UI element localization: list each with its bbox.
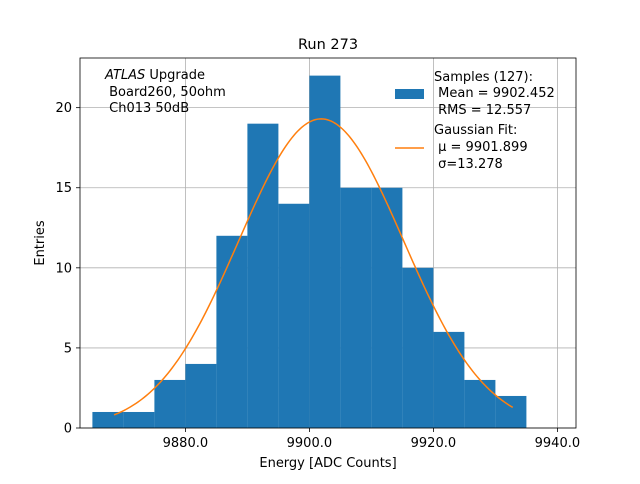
- histogram-bar: [123, 411, 155, 428]
- histogram-bar: [309, 75, 341, 428]
- histogram-bar: [464, 379, 496, 428]
- histogram-bar: [247, 123, 279, 429]
- y-tick-label: 5: [64, 341, 72, 356]
- legend: Samples (127): Mean = 9902.452 RMS = 12.…: [395, 70, 555, 172]
- legend-fit-sigma: σ=13.278: [434, 157, 503, 172]
- y-tick-label: 15: [55, 181, 72, 196]
- histogram-bars: [92, 75, 527, 429]
- histogram-bar: [216, 235, 248, 428]
- histogram-bar: [340, 187, 372, 428]
- annotation-atlas: ATLAS: [104, 68, 145, 83]
- annotation-line-2: Board260, 50ohm: [105, 85, 226, 100]
- gaussian-fit-curve: [113, 118, 514, 416]
- histogram-bar: [154, 379, 186, 428]
- y-tick-label: 20: [55, 101, 72, 116]
- annotation-text: ATLAS Upgrade Board260, 50ohm Ch013 50dB: [104, 68, 226, 116]
- legend-samples-rms: RMS = 12.557: [434, 103, 531, 118]
- y-axis-ticks: 0 5 10 15 20: [55, 101, 80, 437]
- histogram-bar: [278, 203, 310, 428]
- y-tick-label: 0: [64, 422, 72, 437]
- histogram-bar: [402, 267, 434, 428]
- y-tick-label: 10: [55, 261, 72, 276]
- histogram-bar: [433, 331, 465, 428]
- legend-samples-mean: Mean = 9902.452: [434, 86, 555, 101]
- plot-area: [79, 57, 577, 429]
- legend-samples-patch: [395, 89, 424, 99]
- annotation-line-3: Ch013 50dB: [105, 101, 189, 116]
- x-tick-label: 9920.0: [411, 436, 457, 451]
- legend-fit-mu: μ = 9901.899: [434, 140, 528, 155]
- axes-frame: [79, 57, 577, 429]
- annotation-upgrade: Upgrade: [145, 68, 205, 83]
- x-axis-label: Energy [ADC Counts]: [259, 456, 396, 471]
- histogram-bar: [92, 411, 124, 428]
- y-axis-label: Entries: [33, 220, 48, 266]
- histogram-bar: [495, 395, 527, 428]
- x-axis-ticks: 9880.0 9900.0 9920.0 9940.0: [163, 428, 581, 451]
- annotation-line-1: ATLAS Upgrade: [104, 68, 205, 83]
- legend-fit-title: Gaussian Fit:: [434, 123, 517, 138]
- legend-samples-title: Samples (127):: [434, 70, 533, 85]
- x-tick-label: 9880.0: [163, 436, 209, 451]
- histogram-bar: [371, 187, 403, 428]
- chart-title: Run 273: [298, 37, 358, 53]
- histogram-bar: [185, 363, 217, 428]
- x-tick-label: 9940.0: [535, 436, 581, 451]
- x-tick-label: 9900.0: [287, 436, 333, 451]
